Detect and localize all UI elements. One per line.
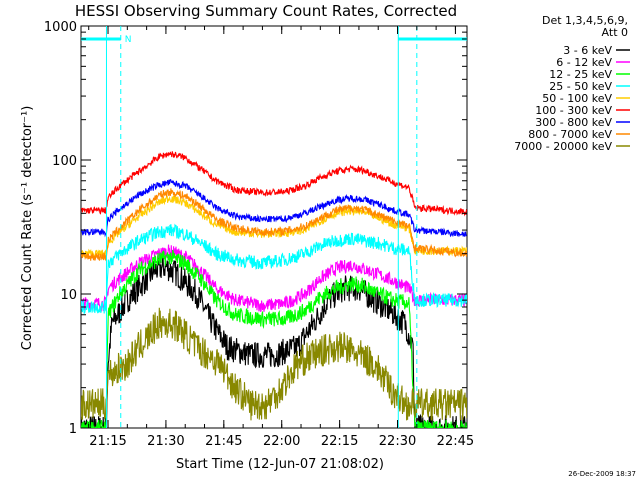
- legend-entry-label: 50 - 100 keV: [542, 92, 612, 105]
- y-tick-label: 1: [69, 422, 77, 437]
- legend-entry-label: 800 - 7000 keV: [528, 128, 612, 141]
- x-axis-label: Start Time (12-Jun-07 21:08:02): [176, 457, 384, 472]
- y-tick-label: 10: [60, 288, 77, 303]
- legend-entry-label: 300 - 800 keV: [535, 116, 612, 129]
- series-layer: [81, 151, 467, 428]
- x-tick-label: 21:15: [89, 434, 126, 449]
- night-markers: N: [81, 26, 467, 428]
- x-tick-label: 21:45: [205, 434, 242, 449]
- legend-entry-label: 3 - 6 keV: [563, 44, 612, 57]
- y-tick-label: 100: [52, 154, 77, 169]
- y-axis: 1 10 100 1000: [44, 20, 467, 437]
- night-marker-label: N: [125, 35, 132, 45]
- x-tick-label: 21:30: [147, 434, 184, 449]
- legend-header: Att 0: [602, 26, 628, 39]
- legend-entry-label: 12 - 25 keV: [549, 68, 612, 81]
- x-tick-label: 22:30: [379, 434, 416, 449]
- x-tick-label: 22:00: [263, 434, 300, 449]
- y-axis-label: Corrected Count Rate (s⁻¹ detector⁻¹): [20, 106, 35, 351]
- generation-timestamp: 26-Dec-2009 18:37: [568, 470, 636, 478]
- series-line-8: [81, 188, 467, 262]
- series-line-7: [81, 178, 467, 238]
- legend-entry-label: 25 - 50 keV: [549, 80, 612, 93]
- x-tick-label: 22:15: [321, 434, 358, 449]
- legend-entry-label: 100 - 300 keV: [535, 104, 612, 117]
- series-line-4: [81, 223, 467, 315]
- x-tick-label: 22:45: [437, 434, 474, 449]
- chart-title: HESSI Observing Summary Count Rates, Cor…: [75, 2, 457, 20]
- series-line-6: [81, 151, 467, 217]
- series-line-9: [81, 307, 467, 421]
- y-tick-label: 1000: [44, 20, 77, 35]
- legend-entry-label: 6 - 12 keV: [556, 56, 612, 69]
- x-axis: 21:15 21:30 21:45 22:00 22:15 22:30 22:45: [88, 26, 474, 449]
- legend-header: Det 1,3,4,5,6,9,: [542, 14, 628, 27]
- legend-entry-label: 7000 - 20000 keV: [514, 140, 612, 153]
- series-line-3: [81, 249, 467, 428]
